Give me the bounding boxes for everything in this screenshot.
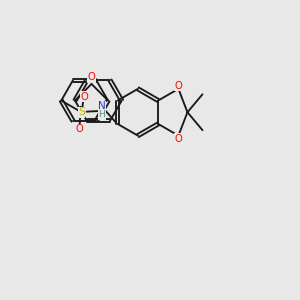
Text: H: H (98, 110, 105, 119)
Text: O: O (175, 134, 182, 144)
Text: S: S (78, 107, 85, 117)
Text: O: O (80, 92, 88, 102)
Text: O: O (175, 81, 182, 91)
Text: N: N (98, 101, 106, 111)
Text: O: O (88, 72, 95, 82)
Text: O: O (75, 124, 83, 134)
